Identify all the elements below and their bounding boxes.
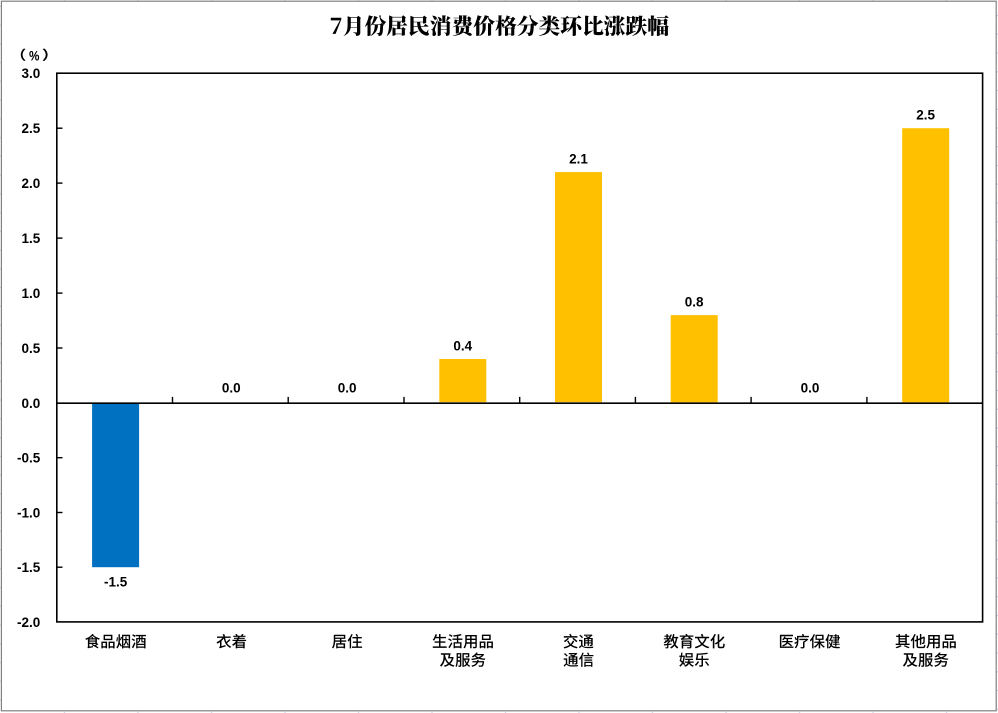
svg-text:0.0: 0.0 bbox=[222, 381, 241, 396]
svg-text:-2.0: -2.0 bbox=[17, 615, 40, 630]
svg-text:0.4: 0.4 bbox=[453, 338, 472, 353]
svg-text:-1.0: -1.0 bbox=[17, 505, 40, 520]
svg-text:2.0: 2.0 bbox=[22, 176, 41, 191]
svg-text:-1.5: -1.5 bbox=[17, 560, 41, 575]
svg-text:0.0: 0.0 bbox=[338, 381, 357, 396]
svg-text:0.0: 0.0 bbox=[22, 396, 41, 411]
svg-text:-0.5: -0.5 bbox=[17, 451, 41, 466]
svg-text:2.5: 2.5 bbox=[22, 121, 41, 136]
svg-text:0.0: 0.0 bbox=[801, 381, 820, 396]
svg-text:0.5: 0.5 bbox=[22, 341, 41, 356]
svg-text:2.5: 2.5 bbox=[916, 108, 935, 123]
svg-text:-1.5: -1.5 bbox=[104, 574, 128, 589]
svg-text:2.1: 2.1 bbox=[569, 151, 588, 166]
svg-text:1.5: 1.5 bbox=[22, 231, 41, 246]
svg-text:1.0: 1.0 bbox=[22, 286, 41, 301]
svg-text:3.0: 3.0 bbox=[22, 66, 41, 81]
svg-text:0.8: 0.8 bbox=[685, 294, 704, 309]
